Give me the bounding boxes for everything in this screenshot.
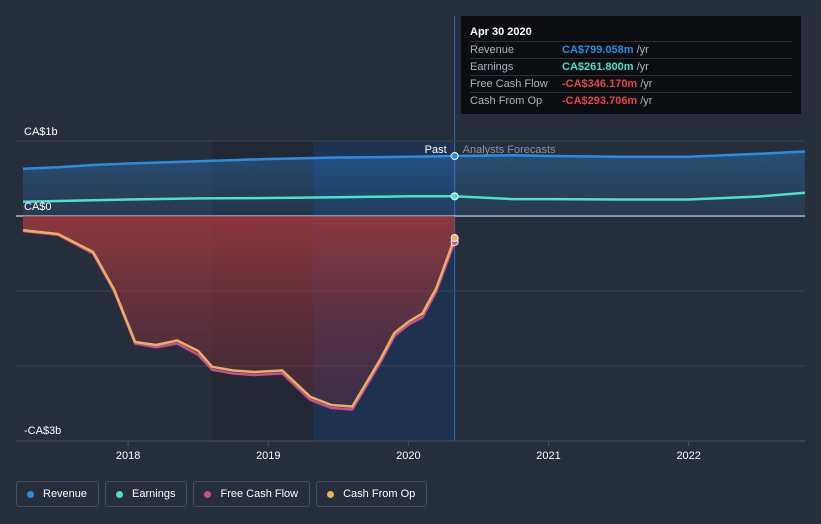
legend-item-revenue[interactable]: Revenue [16,481,100,507]
data-tooltip: Apr 30 2020 Revenue CA$799.058m/yr Earning… [461,16,801,114]
tooltip-series-value: CA$261.800m [562,61,634,73]
y-tick-label: -CA$3b [24,425,61,437]
y-tick-label: CA$0 [24,201,52,213]
legend-dot-icon [116,490,124,498]
tooltip-date: Apr 30 2020 [470,24,792,42]
legend-dot-icon [204,490,212,498]
cash-from-op-line [22,229,456,408]
past-label: Past [425,144,447,156]
x-tick-label: 2020 [396,450,420,462]
cash-from-op-marker [450,234,459,243]
tooltip-row: Free Cash Flow -CA$346.170m/yr [470,76,792,93]
tooltip-row: Cash From Op -CA$293.706m/yr [470,93,792,109]
legend-label: Free Cash Flow [220,488,299,500]
legend-dot-icon [327,490,335,498]
legend-label: Earnings [132,488,176,500]
legend-item-cash-from-op[interactable]: Cash From Op [316,481,428,507]
tooltip-series-value: -CA$346.170m [562,78,638,90]
tooltip-row: Revenue CA$799.058m/yr [470,42,792,59]
tooltip-series-value: CA$799.058m [562,44,634,56]
tooltip-series-unit: /yr [636,61,649,73]
legend-item-free-cash-flow[interactable]: Free Cash Flow [193,481,311,507]
tooltip-series-name: Revenue [470,44,515,56]
tooltip-series-unit: /yr [640,95,653,107]
x-tick-label: 2022 [676,450,700,462]
legend-label: Cash From Op [343,488,416,500]
forecast-label: Analysts Forecasts [463,144,556,156]
tooltip-series-name: Cash From Op [470,95,543,107]
legend-dot-icon [27,490,34,498]
tooltip-row: Earnings CA$261.800m/yr [470,59,792,76]
tooltip-series-name: Earnings [470,61,514,73]
revenue-area [23,151,805,216]
tooltip-series-unit: /yr [636,44,649,56]
tooltip-series-value: -CA$293.706m [562,95,638,107]
tooltip-series-unit: /yr [640,78,653,90]
free-cash-flow-area [23,216,455,410]
earnings-marker [450,192,459,201]
x-tick-label: 2018 [116,450,140,462]
legend-label: Revenue [43,488,88,500]
earnings-line [22,191,806,204]
x-tick-label: 2021 [536,450,560,462]
y-tick-label: CA$1b [24,126,58,138]
chart-legend: Revenue Earnings Free Cash Flow Cash From O… [16,481,428,507]
legend-item-earnings[interactable]: Earnings [105,481,188,507]
x-tick-label: 2019 [256,450,280,462]
revenue-marker [450,152,459,160]
revenue-line [22,150,806,171]
tooltip-series-name: Free Cash Flow [470,78,548,90]
